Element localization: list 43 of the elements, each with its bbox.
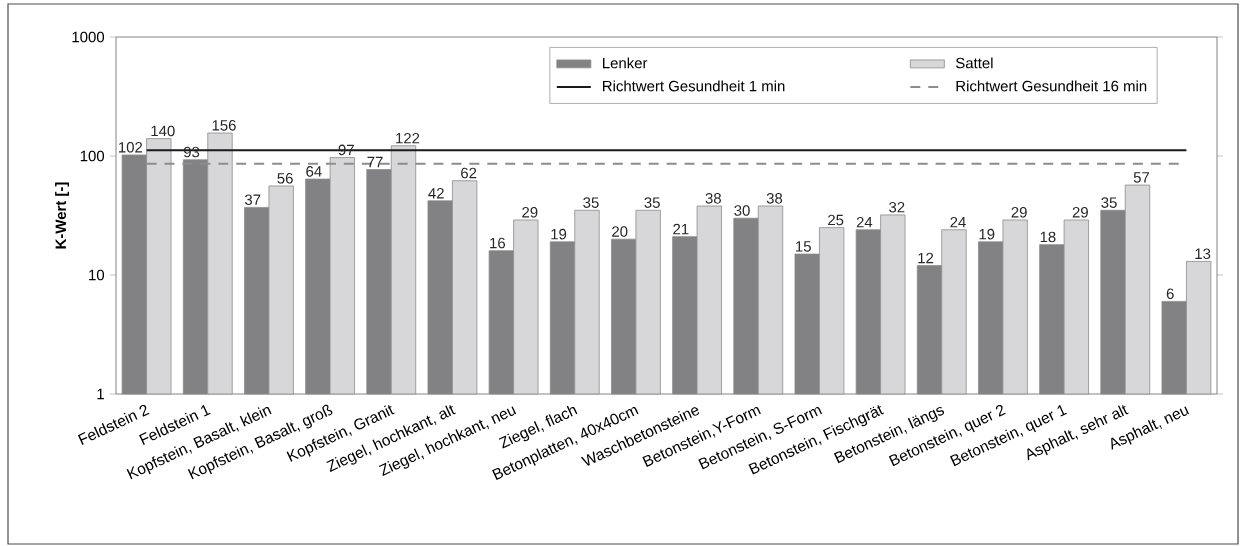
data-label: 19: [979, 228, 995, 240]
data-label: 29: [522, 207, 538, 218]
data-label: 25: [828, 214, 844, 226]
legend-label: Richtwert Gesundheit 1 min: [603, 80, 785, 92]
data-label: 35: [1101, 197, 1117, 208]
data-label: 42: [428, 188, 444, 199]
data-label: 56: [277, 172, 293, 184]
data-label: 12: [918, 252, 934, 264]
y-tick-label: 1: [97, 388, 104, 400]
y-tick-label: 10: [89, 269, 105, 281]
data-label: 30: [734, 205, 750, 216]
data-label: 20: [612, 226, 628, 237]
data-label: 24: [856, 216, 873, 228]
data-label: 13: [1195, 248, 1211, 260]
data-label: 64: [306, 166, 322, 177]
data-label: 29: [1072, 207, 1088, 218]
data-label: 140: [151, 125, 175, 137]
data-label: 15: [796, 241, 811, 252]
data-label: 122: [396, 132, 420, 144]
data-label: 35: [644, 197, 660, 208]
legend-label: Sattel: [956, 57, 993, 69]
data-label: 18: [1040, 231, 1056, 243]
data-label: 19: [551, 228, 567, 240]
legend-label: Lenker: [603, 57, 648, 69]
data-label: 156: [212, 120, 236, 131]
y-tick-label: 100: [80, 150, 105, 162]
data-label: 62: [461, 167, 477, 179]
data-label: 29: [1011, 207, 1027, 218]
data-label: 21: [673, 223, 689, 235]
data-label: 37: [244, 194, 261, 206]
y-axis-title: K-Wert [-]: [55, 182, 69, 249]
data-label: 16: [490, 237, 506, 249]
data-label: 35: [583, 197, 599, 208]
data-label: 32: [889, 201, 905, 213]
legend-label: Richtwert Gesundheit 16 min: [956, 80, 1147, 92]
data-label: 6: [1166, 288, 1174, 300]
data-label: 38: [766, 193, 783, 204]
data-label: 77: [367, 156, 383, 168]
y-tick-label: 1000: [72, 31, 105, 43]
data-label: 38: [705, 193, 721, 204]
data-label: 57: [1133, 172, 1150, 183]
data-label: 102: [119, 142, 143, 153]
data-label: 24: [950, 216, 966, 228]
